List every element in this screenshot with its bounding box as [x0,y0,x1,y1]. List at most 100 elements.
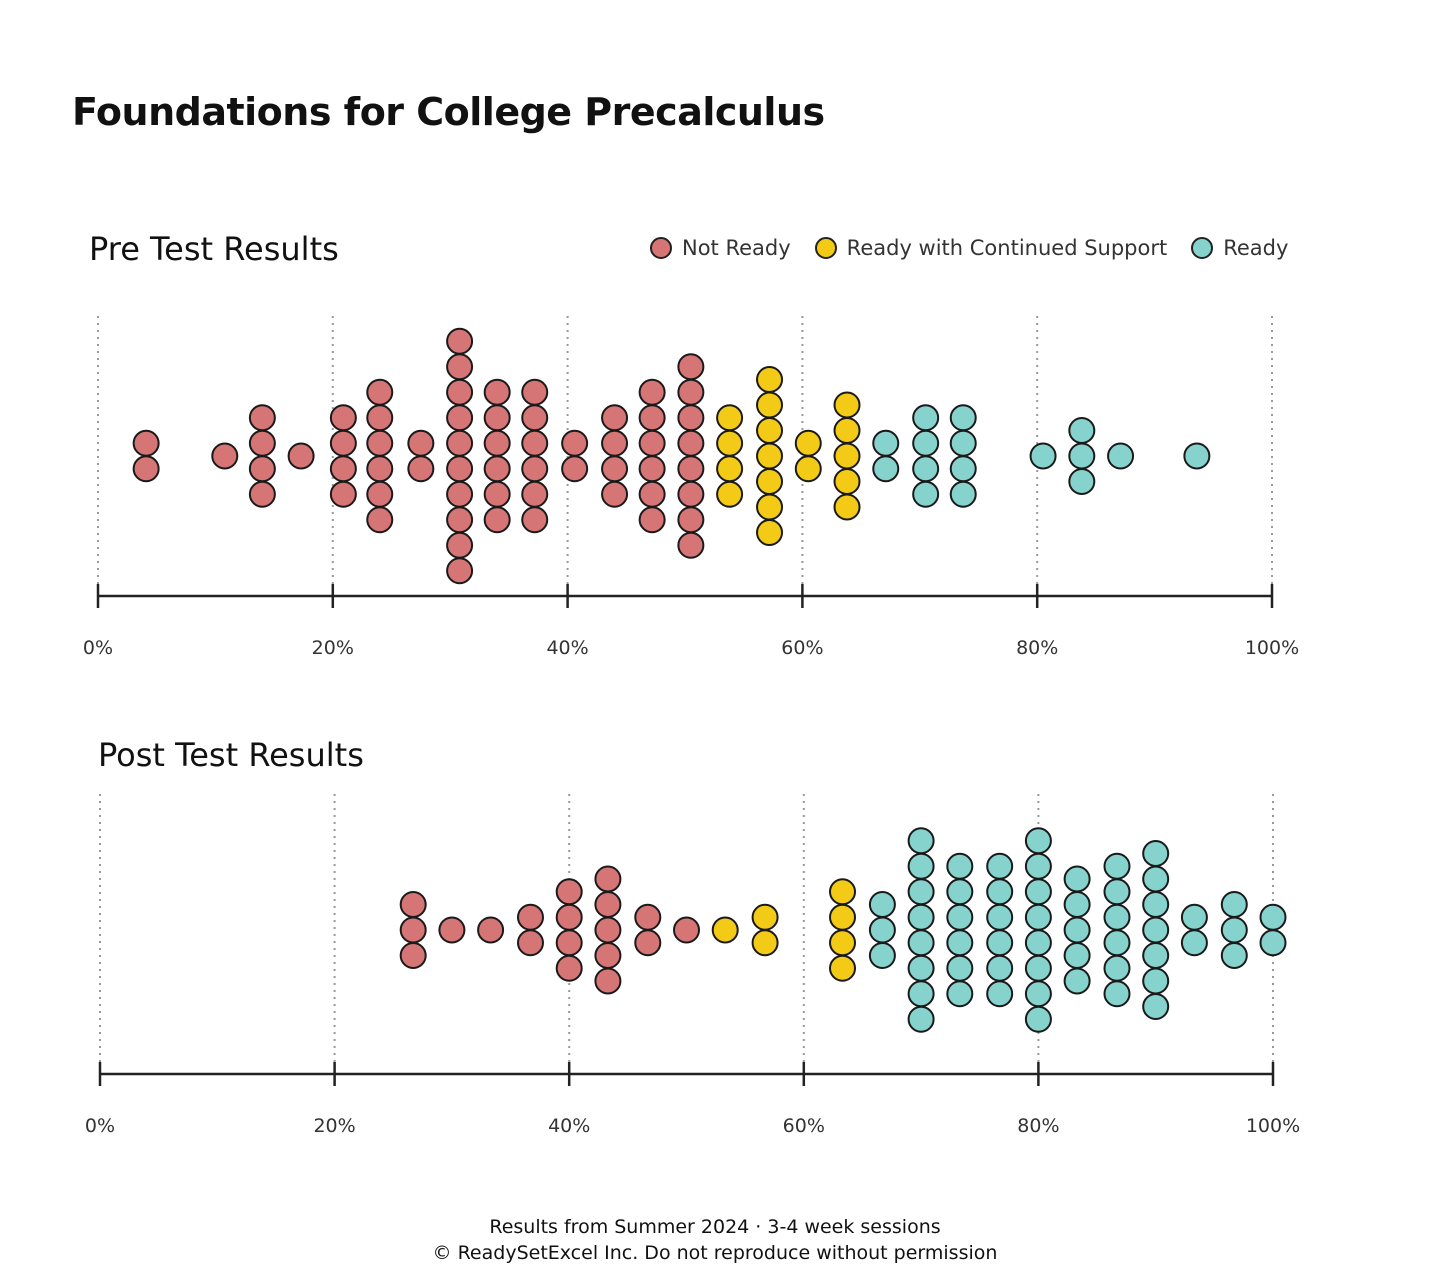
data-point [446,480,474,508]
data-point [446,531,474,559]
data-point [248,480,276,508]
data-point [1024,929,1052,957]
data-point [1259,929,1287,957]
data-point [986,903,1014,931]
data-point [946,878,974,906]
data-point [833,417,861,444]
data-point [907,903,935,931]
data-point [638,429,666,457]
x-tick-label: 60% [781,637,823,659]
data-point [446,506,474,534]
data-point [1024,954,1052,982]
data-point [1107,442,1135,470]
data-point [399,891,427,918]
data-point [638,506,666,534]
data-point [594,942,622,969]
data-point [601,480,629,508]
data-point [521,404,549,432]
data-point [673,916,700,944]
data-point [561,429,589,457]
data-point [446,378,474,406]
data-point [756,468,784,495]
data-point [1063,942,1091,969]
data-point [555,878,583,906]
data-point [1103,852,1131,880]
legend-item-ready: Ready [1191,236,1288,260]
page-title: Foundations for College Precalculus [72,90,825,134]
data-point [756,442,784,470]
data-point [907,827,935,855]
data-point [329,455,357,483]
data-point [756,519,784,546]
data-point [716,480,744,508]
data-point [1029,442,1057,470]
data-point [446,455,474,483]
data-point [1063,865,1091,893]
data-point [949,480,977,508]
data-point [555,903,583,931]
data-point [946,954,974,982]
data-point [1103,903,1131,931]
data-point [446,327,474,355]
data-point [1024,852,1052,880]
data-point [594,891,622,918]
data-point [868,891,896,918]
data-point [446,353,474,381]
data-point [946,852,974,880]
x-tick-label: 40% [548,1115,590,1137]
data-point [946,980,974,1008]
data-point [946,903,974,931]
legend-label-ready: Ready [1223,236,1289,260]
data-point [366,378,394,406]
data-point [329,404,357,432]
data-point [638,455,666,483]
data-point [132,455,160,483]
data-point [132,429,160,457]
data-point [986,929,1014,957]
data-point [829,954,857,982]
data-point [872,455,900,483]
data-point [833,442,861,470]
data-point [594,916,622,944]
data-point [516,929,544,957]
data-point [399,942,427,969]
x-tick-label: 20% [313,1115,355,1137]
data-point [833,493,861,521]
data-point [248,455,276,483]
data-point [986,980,1014,1008]
data-point [711,916,739,944]
legend-swatch-not-ready [650,237,672,259]
data-point [833,391,861,419]
data-point [907,929,935,957]
data-point [366,480,394,508]
x-tick-label: 80% [1017,1115,1059,1137]
data-point [366,455,394,483]
data-point [601,429,629,457]
data-point [868,916,896,944]
data-point [1142,840,1170,867]
legend: Not Ready Ready with Continued Support R… [650,236,1288,260]
data-point [483,404,511,432]
data-point [1142,891,1170,918]
data-point [446,429,474,457]
data-point [483,429,511,457]
data-point [1142,916,1170,944]
data-point [677,429,705,457]
data-point [1180,903,1208,931]
data-point [521,506,549,534]
data-point [1024,1005,1052,1033]
data-point [986,954,1014,982]
data-point [329,480,357,508]
data-point [601,404,629,432]
data-point [677,455,705,483]
x-tick-label: 40% [546,637,588,659]
data-point [407,429,435,457]
data-point [949,404,977,432]
footer-note: Results from Summer 2024 · 3-4 week sess… [489,1216,941,1238]
data-point [912,480,940,508]
data-point [716,404,744,432]
x-tick-label: 100% [1245,637,1299,659]
data-point [521,429,549,457]
data-point [677,353,705,381]
legend-swatch-ready-with-support [814,237,837,259]
